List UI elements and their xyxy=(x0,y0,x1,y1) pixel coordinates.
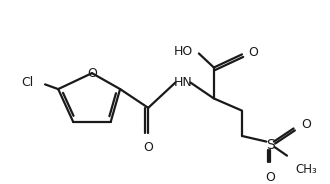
Text: CH₃: CH₃ xyxy=(295,163,317,176)
Text: O: O xyxy=(301,118,311,131)
Text: HN: HN xyxy=(174,76,192,89)
Text: O: O xyxy=(87,67,97,80)
Text: O: O xyxy=(248,46,258,59)
Text: O: O xyxy=(265,171,275,184)
Text: S: S xyxy=(266,138,275,152)
Text: HO: HO xyxy=(174,45,193,58)
Text: O: O xyxy=(143,141,153,154)
Text: Cl: Cl xyxy=(21,76,34,89)
